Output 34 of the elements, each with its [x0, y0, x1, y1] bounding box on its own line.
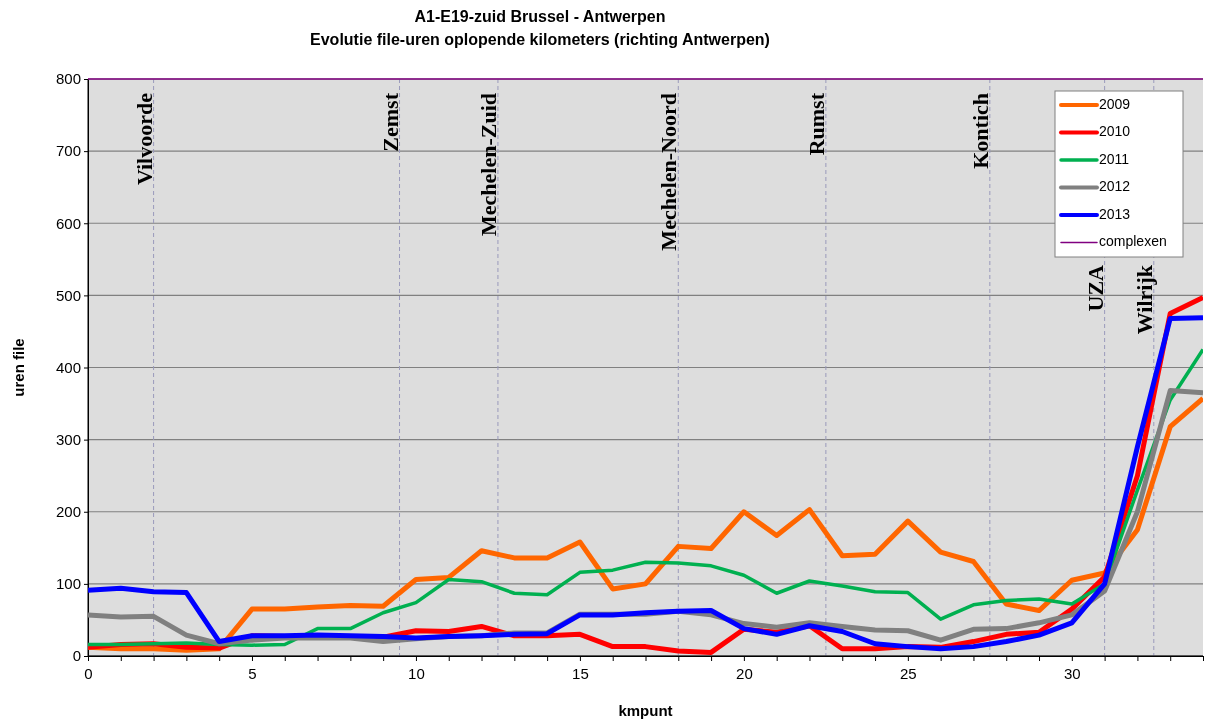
- y-axis-title: uren file: [10, 338, 27, 397]
- x-tick-label: 30: [1063, 665, 1081, 682]
- ref-line-label: Wilrijk: [1131, 264, 1157, 335]
- ref-line-label: Mechelen-Noord: [656, 93, 682, 251]
- ref-line-label: Zemst: [377, 92, 403, 152]
- x-tick-label: 5: [248, 665, 257, 682]
- chart-subtitle: Evolutie file-uren oplopende kilometers (richting Antwerpen): [310, 31, 770, 48]
- y-tick-label: 700: [55, 142, 81, 160]
- ref-line-label: Kontich: [967, 93, 993, 169]
- legend-label: 2010: [1099, 123, 1131, 140]
- ref-line-label: Vilvoorde: [131, 92, 157, 186]
- ref-line-label: UZA: [1082, 264, 1108, 312]
- x-tick-label: 10: [408, 665, 425, 682]
- y-tick-label: 200: [55, 503, 81, 521]
- x-axis-title: kmpunt: [618, 702, 673, 719]
- y-tick-label: 500: [55, 286, 81, 304]
- x-tick-label: 25: [900, 665, 917, 682]
- legend-label: complexen: [1099, 233, 1167, 250]
- y-tick-label: 100: [55, 575, 81, 593]
- ref-line-label: Mechelen-Zuid: [475, 93, 501, 236]
- legend-label: 2012: [1099, 178, 1131, 195]
- ref-line-label: Rumst: [803, 92, 829, 156]
- x-tick-label: 15: [572, 665, 589, 682]
- legend-label: 2013: [1099, 205, 1131, 222]
- y-tick-label: 0: [72, 647, 81, 665]
- y-tick-label: 800: [55, 70, 81, 88]
- x-tick-label: 0: [84, 665, 93, 682]
- legend-label: 2011: [1099, 150, 1130, 167]
- legend-label: 2009: [1099, 95, 1131, 112]
- chart-title: A1-E19-zuid Brussel - Antwerpen: [414, 8, 666, 25]
- x-tick-label: 20: [736, 665, 753, 682]
- y-tick-label: 300: [55, 430, 81, 448]
- y-tick-label: 600: [55, 214, 81, 232]
- y-tick-label: 400: [55, 358, 81, 376]
